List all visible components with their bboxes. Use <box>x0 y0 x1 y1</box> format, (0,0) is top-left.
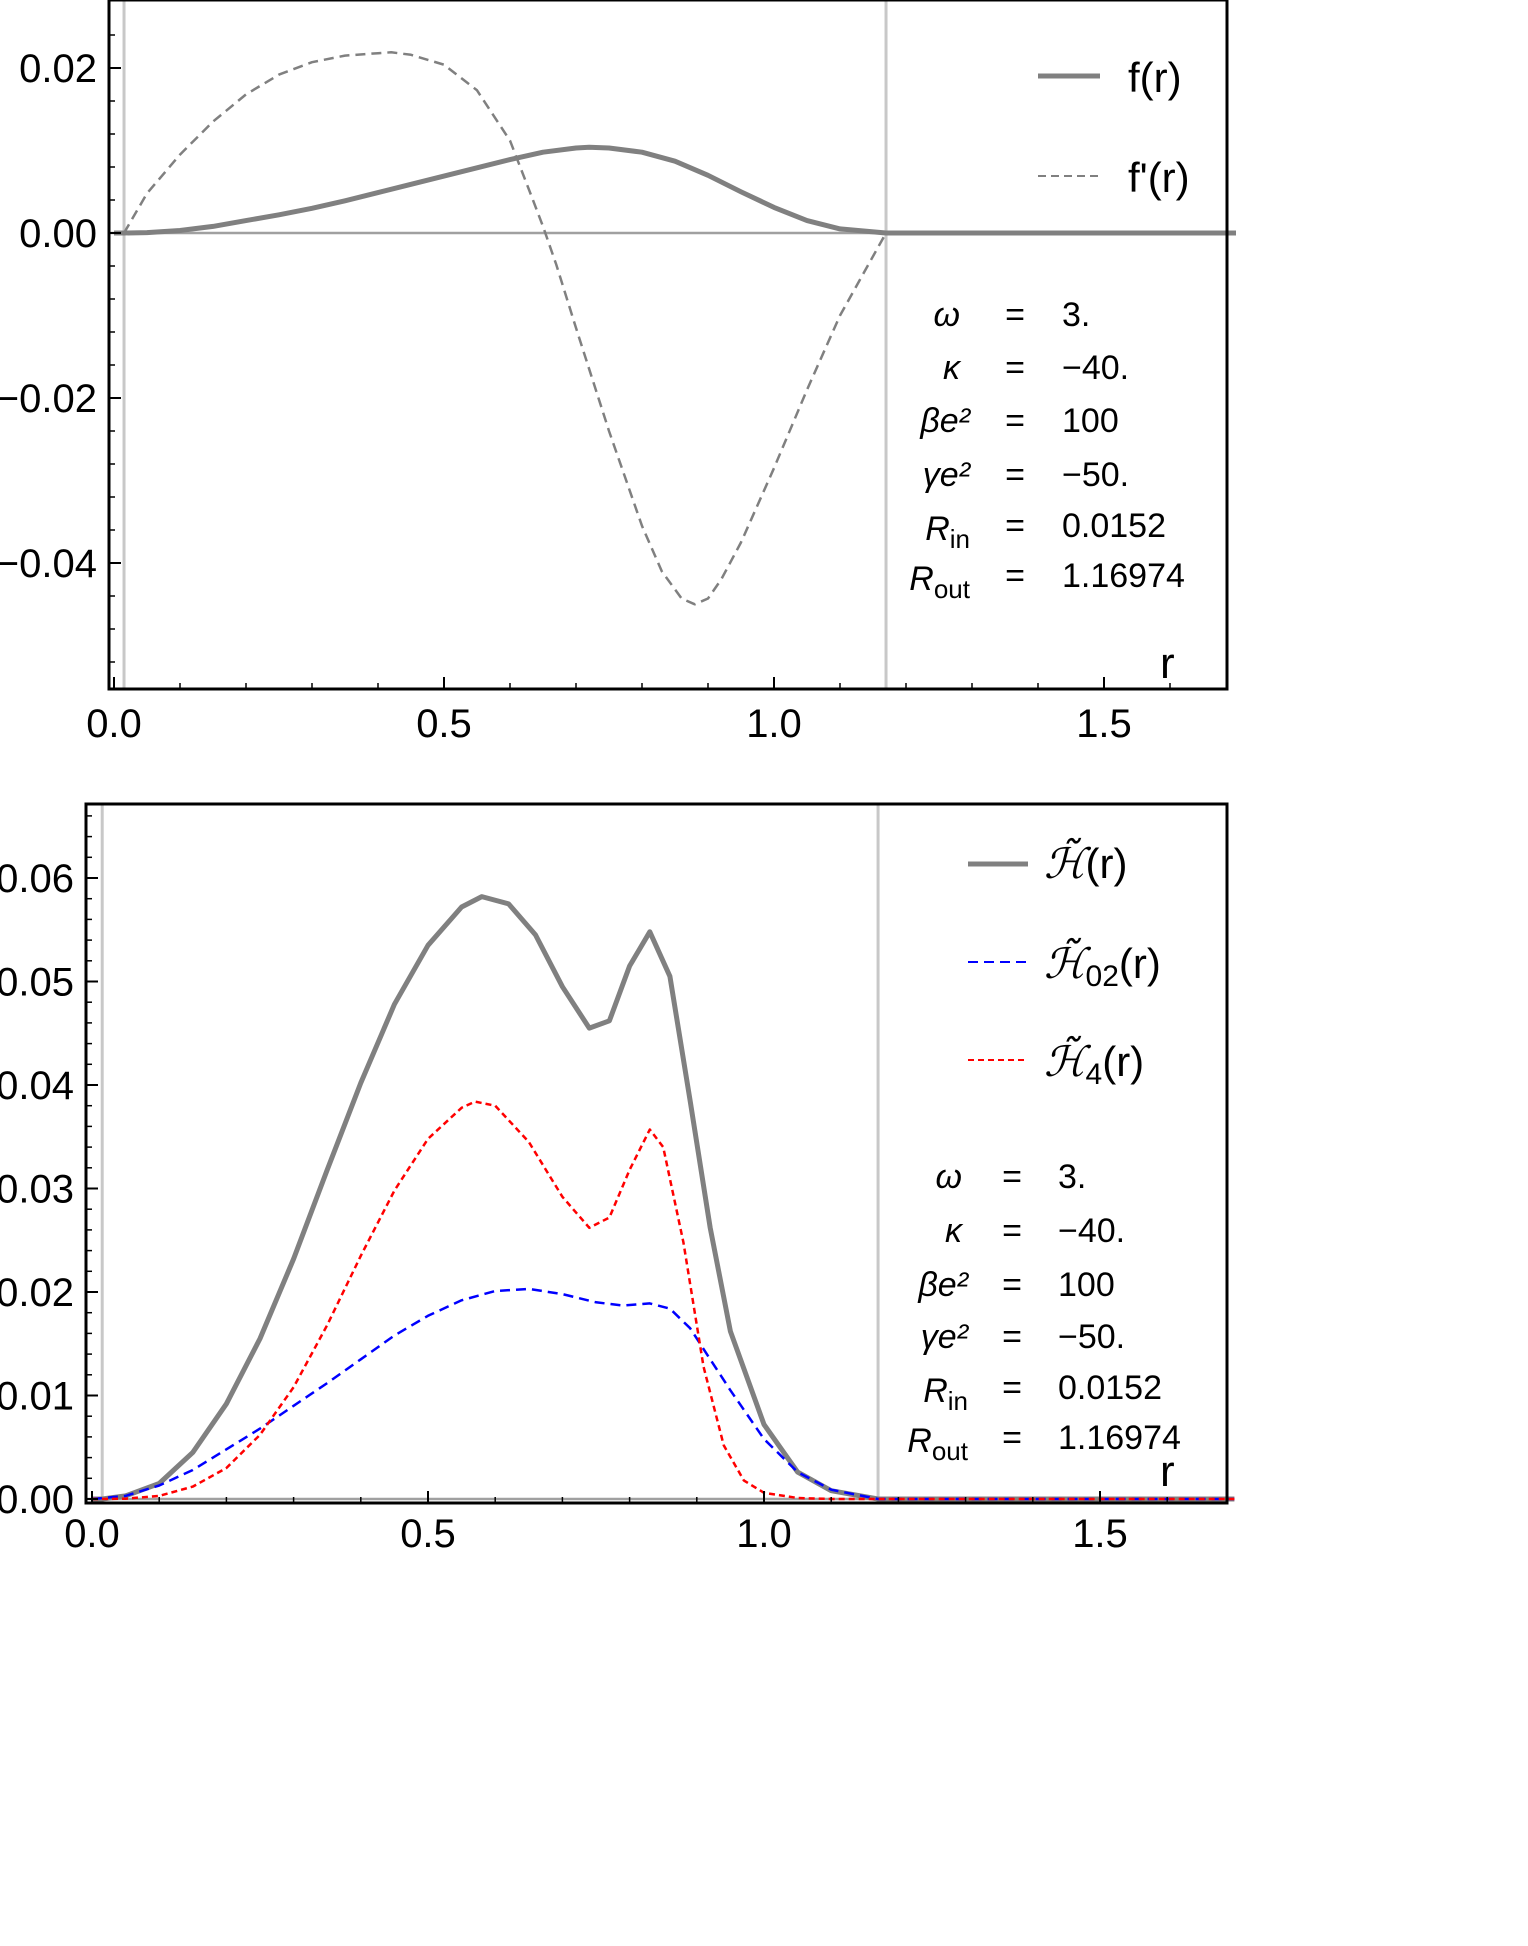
bottom-x-tick-label-1: 0.5 <box>400 1512 456 1556</box>
bottom-param-kappa-value: −40. <box>1058 1212 1125 1250</box>
top-param-beta-value: 100 <box>1062 402 1119 440</box>
top-param-rout-eq: = <box>1005 557 1025 595</box>
bottom-param-rout-value: 1.16974 <box>1058 1419 1181 1457</box>
top-param-beta-eq: = <box>1005 402 1025 440</box>
top-param-omega-eq: = <box>1005 296 1025 334</box>
top-param-omega-value: 3. <box>1062 296 1090 334</box>
bottom-param-gamma-symbol: γe² <box>921 1318 970 1356</box>
bottom-param-beta-symbol: βe² <box>917 1266 969 1304</box>
bottom-x-tick-label-3: 1.5 <box>1072 1512 1128 1556</box>
bottom-param-omega-eq: = <box>1002 1158 1022 1196</box>
bottom-param-kappa-eq: = <box>1002 1212 1022 1250</box>
bottom-y-tick-label-6: 0.06 <box>0 857 74 901</box>
top-param-omega-symbol: ω <box>934 296 960 334</box>
top-x-tick-label-1: 0.5 <box>416 702 472 746</box>
bottom-param-rin-eq: = <box>1002 1369 1022 1407</box>
bottom-param-gamma-eq: = <box>1002 1318 1022 1356</box>
top-param-rin-value: 0.0152 <box>1062 507 1166 545</box>
top-param-kappa-value: −40. <box>1062 349 1129 387</box>
bottom-legend-h02-sub: 02 <box>1086 960 1119 993</box>
top-x-tick-label-3: 1.5 <box>1076 702 1132 746</box>
top-param-gamma-symbol: γe² <box>923 456 972 494</box>
top-y-tick-label-1: 0.00 <box>19 212 97 256</box>
bottom-param-rin-symbol-main: R <box>923 1372 948 1410</box>
top-param-kappa-symbol: κ <box>943 349 962 387</box>
top-param-rin-symbol-sub: in <box>950 524 970 554</box>
top-legend: f(r) f'(r) <box>1038 54 1190 201</box>
bottom-legend-h-text: (r) <box>1086 840 1128 887</box>
top-param-rin-symbol: Rin <box>925 510 970 554</box>
bottom-legend-h4-sub: 4 <box>1086 1058 1103 1091</box>
bottom-param-beta-eq: = <box>1002 1266 1022 1304</box>
bottom-param-omega-value: 3. <box>1058 1158 1086 1196</box>
top-legend-label-f: f(r) <box>1128 54 1182 101</box>
bottom-plot-frame <box>84 802 1229 1505</box>
top-y-tick-label-0: 0.02 <box>19 47 97 91</box>
bottom-x-axis-label: r <box>1160 1447 1175 1496</box>
top-y-tick-label-3: −0.04 <box>0 542 97 586</box>
top-series-1 <box>122 51 888 606</box>
bottom-param-rout-symbol-sub: out <box>932 1436 969 1466</box>
bottom-series-1 <box>91 1287 1235 1501</box>
bottom-y-tick-label-4: 0.04 <box>0 1064 74 1108</box>
bottom-param-kappa-symbol: κ <box>945 1212 964 1250</box>
bottom-legend-label-h4: ℋ̃4(r) <box>1044 1035 1144 1091</box>
top-param-kappa-eq: = <box>1005 349 1025 387</box>
bottom-legend-symbol-h: ℋ̃ <box>1044 837 1092 887</box>
panel-bottom: 0.0 0.5 1.0 1.5 0.00 0.01 0.02 0.03 0.04 0.05 0.06… <box>0 802 1235 1556</box>
top-param-rin-symbol-main: R <box>925 510 950 548</box>
top-x-axis-label: r <box>1160 639 1175 688</box>
bottom-param-rout-symbol-main: R <box>907 1422 932 1460</box>
top-series-0 <box>114 144 1236 236</box>
top-plot-frame <box>107 0 1229 691</box>
top-param-beta-symbol: βe² <box>919 402 971 440</box>
top-param-rout-value: 1.16974 <box>1062 557 1185 595</box>
top-param-rout-symbol: Rout <box>909 560 970 604</box>
bottom-legend-h02-text: (r) <box>1119 940 1161 987</box>
bottom-x-tick-label-0: 0.0 <box>64 1512 120 1556</box>
top-y-tick-label-2: −0.02 <box>0 377 97 421</box>
bottom-series-0 <box>92 894 1235 1502</box>
bottom-legend-symbol-h02: ℋ̃ <box>1044 937 1092 987</box>
top-legend-label-fprime: f'(r) <box>1128 154 1190 201</box>
bottom-legend-label-h02: ℋ̃02(r) <box>1044 937 1161 993</box>
top-param-rout-symbol-sub: out <box>934 574 971 604</box>
bottom-y-tick-label-2: 0.02 <box>0 1271 74 1315</box>
bottom-series-2 <box>91 1100 1235 1501</box>
top-parameters: ω = 3. κ = −40. βe² = 100 γe² = −50. Rin… <box>909 296 1185 604</box>
bottom-y-tick-label-3: 0.03 <box>0 1168 74 1212</box>
top-param-gamma-value: −50. <box>1062 456 1129 494</box>
bottom-x-tick-label-2: 1.0 <box>736 1512 792 1556</box>
bottom-param-gamma-value: −50. <box>1058 1318 1125 1356</box>
bottom-y-tick-label-0: 0.00 <box>0 1478 74 1522</box>
bottom-parameters: ω = 3. κ = −40. βe² = 100 γe² = −50. Rin… <box>907 1158 1181 1466</box>
bottom-param-omega-symbol: ω <box>936 1158 962 1196</box>
bottom-legend: ℋ̃(r) ℋ̃02(r) ℋ̃4(r) <box>968 837 1161 1091</box>
bottom-y-tick-label-1: 0.01 <box>0 1375 74 1419</box>
bottom-legend-h4-text: (r) <box>1102 1038 1144 1085</box>
bottom-param-rin-symbol-sub: in <box>948 1386 968 1416</box>
top-param-rin-eq: = <box>1005 507 1025 545</box>
bottom-param-beta-value: 100 <box>1058 1266 1115 1304</box>
top-x-tick-label-2: 1.0 <box>746 702 802 746</box>
bottom-legend-label-h: ℋ̃(r) <box>1044 837 1127 887</box>
bottom-param-rout-eq: = <box>1002 1419 1022 1457</box>
panel-top: 0.0 0.5 1.0 1.5 0.02 0.00 −0.02 −0.04 r f(r) f'… <box>0 0 1236 746</box>
bottom-param-rout-symbol: Rout <box>907 1422 968 1466</box>
top-param-rout-symbol-main: R <box>909 560 934 598</box>
bottom-param-rin-value: 0.0152 <box>1058 1369 1162 1407</box>
bottom-legend-symbol-h4: ℋ̃ <box>1044 1035 1092 1085</box>
top-x-tick-label-0: 0.0 <box>86 702 142 746</box>
bottom-y-tick-label-5: 0.05 <box>0 961 74 1005</box>
bottom-param-rin-symbol: Rin <box>923 1372 968 1416</box>
top-param-gamma-eq: = <box>1005 456 1025 494</box>
